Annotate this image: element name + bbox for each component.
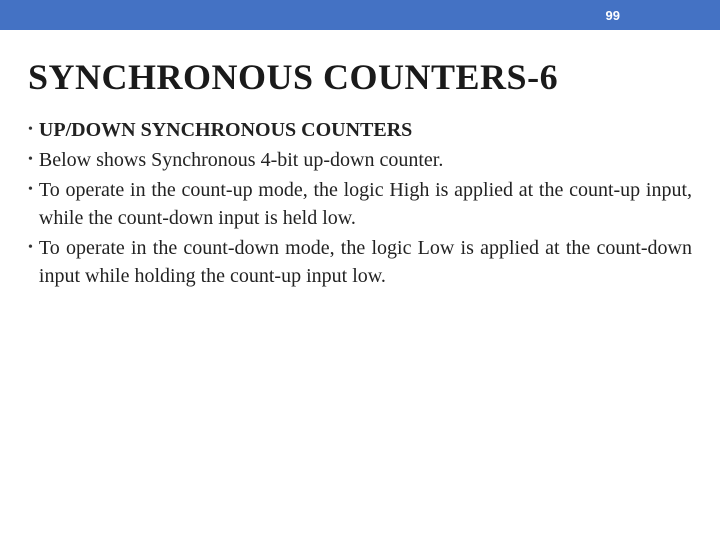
page-number: 99 (606, 8, 620, 23)
list-item: • To operate in the count-up mode, the l… (28, 176, 692, 232)
slide-title: SYNCHRONOUS COUNTERS-6 (28, 56, 720, 98)
header-bar: 99 (0, 0, 720, 30)
list-item: • UP/DOWN SYNCHRONOUS COUNTERS (28, 116, 692, 144)
content-area: • UP/DOWN SYNCHRONOUS COUNTERS • Below s… (28, 116, 692, 290)
bullet-dot-icon: • (28, 146, 33, 174)
bullet-dot-icon: • (28, 234, 33, 262)
list-item: • To operate in the count-down mode, the… (28, 234, 692, 290)
bullet-dot-icon: • (28, 116, 33, 144)
slide: 99 SYNCHRONOUS COUNTERS-6 • UP/DOWN SYNC… (0, 0, 720, 540)
bullet-text: UP/DOWN SYNCHRONOUS COUNTERS (39, 116, 412, 144)
list-item: • Below shows Synchronous 4-bit up-down … (28, 146, 692, 174)
bullet-text: To operate in the count-down mode, the l… (39, 234, 692, 290)
bullet-dot-icon: • (28, 176, 33, 204)
bullet-text: Below shows Synchronous 4-bit up-down co… (39, 146, 443, 174)
bullet-text: To operate in the count-up mode, the log… (39, 176, 692, 232)
